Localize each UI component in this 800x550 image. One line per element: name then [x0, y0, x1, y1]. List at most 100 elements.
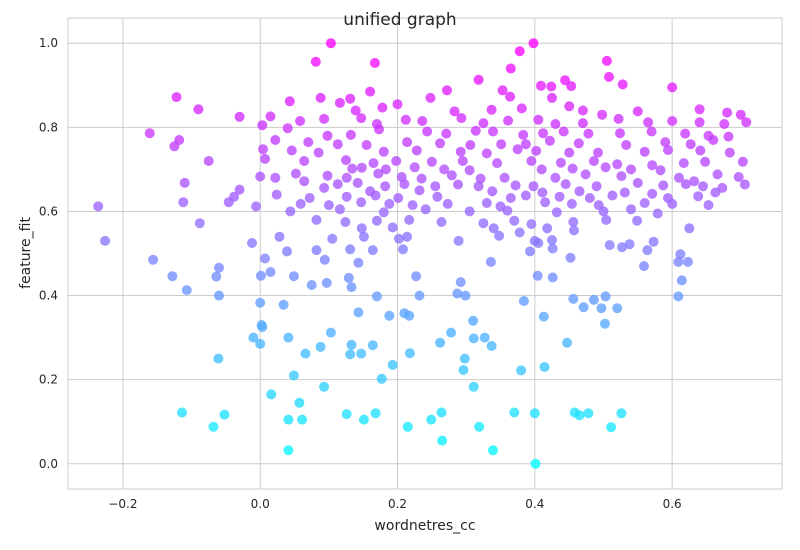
data-point	[356, 348, 367, 359]
data-point	[497, 85, 508, 96]
data-point	[322, 170, 333, 181]
data-point	[435, 337, 446, 348]
data-point	[404, 348, 415, 359]
data-point	[234, 184, 245, 195]
data-point	[550, 119, 561, 129]
data-point	[588, 156, 599, 166]
data-point	[347, 163, 358, 174]
data-point	[459, 353, 470, 364]
data-point	[341, 191, 352, 202]
data-point	[299, 176, 310, 187]
data-point	[441, 128, 452, 139]
data-point	[414, 185, 425, 196]
data-point	[598, 206, 609, 217]
data-point	[319, 254, 330, 265]
data-point	[719, 119, 730, 129]
data-point	[171, 92, 182, 103]
data-point	[684, 223, 695, 234]
data-point	[311, 214, 322, 225]
data-point	[356, 162, 367, 173]
data-point	[144, 128, 155, 139]
data-point	[323, 200, 334, 211]
data-point	[409, 162, 420, 173]
data-point	[407, 200, 418, 211]
data-point	[667, 116, 678, 126]
data-point	[294, 397, 305, 408]
data-point	[356, 223, 367, 234]
data-point	[733, 172, 744, 182]
data-point	[93, 201, 104, 212]
data-point	[464, 165, 475, 176]
data-point	[341, 172, 352, 183]
data-point	[675, 249, 686, 260]
data-point	[365, 86, 376, 97]
data-point	[505, 91, 516, 102]
data-point	[300, 348, 311, 359]
data-point	[380, 164, 391, 175]
data-point	[304, 193, 315, 203]
data-point	[710, 187, 721, 198]
data-point	[345, 93, 356, 104]
data-point	[516, 103, 527, 114]
data-point	[213, 353, 224, 364]
data-point	[682, 256, 693, 267]
data-point	[505, 193, 516, 203]
data-point	[695, 145, 706, 156]
data-point	[680, 128, 691, 139]
y-tick-label: 0.4	[39, 289, 58, 303]
data-point	[708, 135, 719, 145]
data-point	[223, 197, 234, 208]
data-point	[574, 186, 585, 197]
data-point	[345, 349, 356, 360]
data-point	[514, 227, 525, 238]
data-point	[353, 307, 364, 318]
data-point	[378, 146, 389, 157]
data-point	[283, 332, 294, 343]
data-point	[446, 327, 457, 338]
data-point	[673, 291, 684, 302]
data-point	[411, 271, 422, 282]
x-axis-label: wordnetres_cc	[374, 518, 475, 534]
data-point	[565, 252, 576, 263]
y-tick-label: 0.8	[39, 120, 58, 134]
data-point	[639, 261, 649, 272]
data-point	[313, 147, 324, 158]
data-point	[488, 445, 498, 456]
data-point	[319, 182, 330, 193]
data-point	[676, 275, 687, 286]
data-point	[596, 303, 607, 314]
data-point	[573, 138, 584, 149]
data-point	[509, 215, 520, 226]
data-point	[416, 173, 427, 184]
data-point	[626, 164, 636, 175]
data-point	[551, 207, 562, 218]
data-point	[694, 104, 705, 115]
data-point	[616, 408, 627, 419]
data-point	[606, 422, 617, 433]
x-tick-label: 0.0	[251, 497, 270, 511]
data-point	[290, 168, 301, 179]
data-point	[735, 109, 746, 120]
data-point	[689, 176, 700, 187]
data-point	[436, 217, 447, 227]
data-point	[370, 190, 381, 201]
data-point	[465, 140, 476, 150]
data-point	[367, 340, 378, 351]
data-point	[546, 81, 557, 92]
data-point	[260, 253, 270, 264]
data-point	[193, 104, 204, 115]
data-point	[542, 223, 553, 234]
data-point	[538, 128, 549, 139]
data-point	[509, 407, 520, 418]
data-point	[319, 113, 330, 124]
data-point	[492, 158, 503, 169]
data-point	[583, 408, 594, 419]
data-point	[384, 198, 395, 209]
data-point	[449, 106, 460, 117]
data-point	[319, 381, 330, 392]
data-point	[219, 409, 230, 420]
y-tick-labels: 0.0 0.2 0.4 0.6 0.8 1.0	[39, 36, 58, 471]
data-point	[417, 116, 428, 126]
data-point	[346, 282, 357, 293]
